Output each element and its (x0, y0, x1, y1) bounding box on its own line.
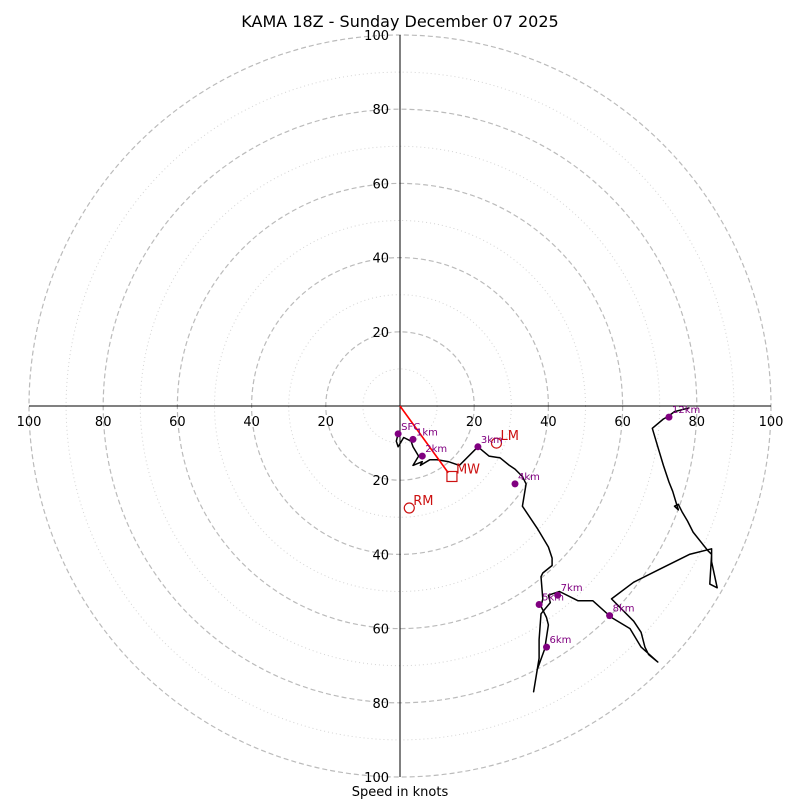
y-tick-bottom-100: 100 (364, 771, 389, 786)
height-label-3km: 3km (481, 435, 503, 446)
height-marker-1km (409, 435, 417, 443)
mw-label: MW (456, 462, 480, 477)
wind-trace-line (395, 407, 718, 693)
rm-marker (403, 502, 415, 514)
rm-label: RM (413, 494, 433, 509)
height-label-8km: 8km (613, 604, 635, 615)
x-tick-right-100: 100 (759, 415, 784, 430)
y-tick-top-20: 20 (372, 326, 389, 341)
tick-labels: 100 100 100 100 80 80 80 80 60 60 60 60 40 40 40 40 20 20… (17, 29, 784, 786)
height-marker-7km (554, 591, 562, 599)
height-marker-5km (535, 600, 543, 608)
x-tick-left-20: 20 (318, 415, 335, 430)
hodograph-trace (395, 407, 718, 693)
y-tick-top-100: 100 (364, 29, 389, 44)
x-tick-right-40: 40 (540, 415, 557, 430)
height-label-1km: 1km (416, 427, 438, 438)
x-tick-left-60: 60 (169, 415, 186, 430)
x-tick-right-60: 60 (614, 415, 631, 430)
height-marker-3km (474, 443, 482, 451)
x-tick-left-80: 80 (95, 415, 112, 430)
x-tick-left-100: 100 (17, 415, 42, 430)
height-marker-sfc (394, 430, 402, 438)
x-tick-left-40: 40 (243, 415, 260, 430)
y-tick-bottom-40: 40 (372, 548, 389, 563)
y-tick-top-80: 80 (372, 103, 389, 118)
height-marker-12km (665, 413, 673, 421)
lm-label: LM (500, 429, 518, 444)
lm-marker (490, 437, 503, 449)
chart-title: KAMA 18Z - Sunday December 07 2025 (241, 12, 558, 31)
height-label-sfc: SFC (401, 422, 420, 433)
bulk-shear-vector (399, 405, 449, 474)
height-marker-4km (511, 480, 519, 488)
height-label-6km: 6km (550, 635, 572, 646)
x-tick-right-20: 20 (466, 415, 483, 430)
y-tick-bottom-60: 60 (372, 623, 389, 638)
height-marker-8km (606, 612, 614, 620)
x-tick-right-80: 80 (689, 415, 706, 430)
height-label-2km: 2km (425, 444, 447, 455)
height-label-4km: 4km (518, 472, 540, 483)
x-axis-label: Speed in knots (352, 785, 449, 800)
y-tick-bottom-80: 80 (372, 697, 389, 712)
y-tick-top-60: 60 (372, 177, 389, 192)
storm-motion-layer: LM MW RM (399, 405, 519, 514)
height-marker-2km (418, 452, 426, 460)
height-label-12km: 12km (672, 405, 700, 416)
height-label-7km: 7km (561, 583, 583, 594)
mw-marker (446, 470, 458, 483)
y-tick-top-40: 40 (372, 252, 389, 267)
height-marker-6km (543, 643, 551, 651)
height-label-5km: 5km (542, 592, 564, 603)
y-tick-bottom-20: 20 (372, 474, 389, 489)
